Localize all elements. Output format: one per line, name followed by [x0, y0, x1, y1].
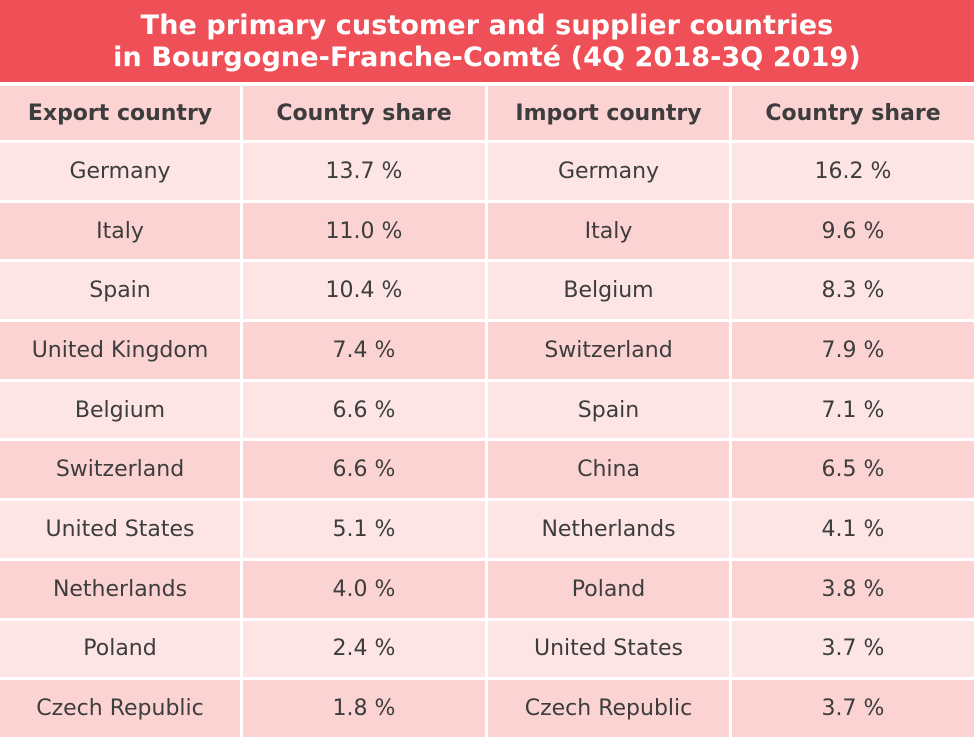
trade-partners-table: Export country Country share Import coun… — [0, 83, 974, 740]
import-share-cell: 3.8 % — [732, 560, 974, 618]
import-country-cell: Czech Republic — [488, 680, 729, 737]
import-share-cell: 7.1 % — [732, 381, 974, 439]
table-row: Germany 13.7 % Germany 16.2 % — [0, 143, 974, 200]
export-share-cell: 4.0 % — [243, 560, 485, 618]
export-share-cell: 7.4 % — [243, 322, 485, 379]
header-export-share: Country share — [243, 86, 485, 140]
import-share-cell: 8.3 % — [732, 262, 974, 320]
export-share-cell: 13.7 % — [243, 143, 485, 200]
export-country-cell: Netherlands — [0, 560, 240, 618]
import-country-cell: Germany — [488, 143, 729, 200]
export-country-cell: Germany — [0, 143, 240, 200]
import-country-cell: Belgium — [488, 262, 729, 320]
table-row: Poland 2.4 % United States 3.7 % — [0, 620, 974, 678]
table-row: United Kingdom 7.4 % Switzerland 7.9 % — [0, 322, 974, 379]
import-country-cell: Italy — [488, 202, 729, 260]
import-share-cell: 4.1 % — [732, 501, 974, 558]
chart-title-line-2: in Bourgogne-Franche-Comté (4Q 2018-3Q 2… — [113, 41, 861, 73]
table-row: Netherlands 4.0 % Poland 3.8 % — [0, 560, 974, 618]
export-country-cell: Spain — [0, 262, 240, 320]
export-share-cell: 2.4 % — [243, 620, 485, 678]
table-row: United States 5.1 % Netherlands 4.1 % — [0, 501, 974, 558]
table-row: Switzerland 6.6 % China 6.5 % — [0, 441, 974, 499]
table-header-row: Export country Country share Import coun… — [0, 86, 974, 140]
chart-title-line-1: The primary customer and supplier countr… — [140, 9, 834, 41]
export-country-cell: United Kingdom — [0, 322, 240, 379]
export-country-cell: Poland — [0, 620, 240, 678]
table-row: Italy 11.0 % Italy 9.6 % — [0, 202, 974, 260]
table-row: Spain 10.4 % Belgium 8.3 % — [0, 262, 974, 320]
chart-title: The primary customer and supplier countr… — [0, 0, 974, 82]
export-country-cell: United States — [0, 501, 240, 558]
import-country-cell: China — [488, 441, 729, 499]
export-share-cell: 5.1 % — [243, 501, 485, 558]
export-country-cell: Italy — [0, 202, 240, 260]
import-country-cell: Spain — [488, 381, 729, 439]
import-country-cell: Poland — [488, 560, 729, 618]
header-import-country: Import country — [488, 86, 729, 140]
import-share-cell: 16.2 % — [732, 143, 974, 200]
export-share-cell: 6.6 % — [243, 441, 485, 499]
export-share-cell: 6.6 % — [243, 381, 485, 439]
import-country-cell: Switzerland — [488, 322, 729, 379]
import-share-cell: 7.9 % — [732, 322, 974, 379]
import-share-cell: 3.7 % — [732, 620, 974, 678]
import-country-cell: United States — [488, 620, 729, 678]
export-country-cell: Czech Republic — [0, 680, 240, 737]
header-export-country: Export country — [0, 86, 240, 140]
table-row: Belgium 6.6 % Spain 7.1 % — [0, 381, 974, 439]
import-share-cell: 9.6 % — [732, 202, 974, 260]
export-country-cell: Switzerland — [0, 441, 240, 499]
export-share-cell: 10.4 % — [243, 262, 485, 320]
export-country-cell: Belgium — [0, 381, 240, 439]
import-country-cell: Netherlands — [488, 501, 729, 558]
table-row: Czech Republic 1.8 % Czech Republic 3.7 … — [0, 680, 974, 737]
export-share-cell: 1.8 % — [243, 680, 485, 737]
import-share-cell: 6.5 % — [732, 441, 974, 499]
header-import-share: Country share — [732, 86, 974, 140]
import-share-cell: 3.7 % — [732, 680, 974, 737]
export-share-cell: 11.0 % — [243, 202, 485, 260]
